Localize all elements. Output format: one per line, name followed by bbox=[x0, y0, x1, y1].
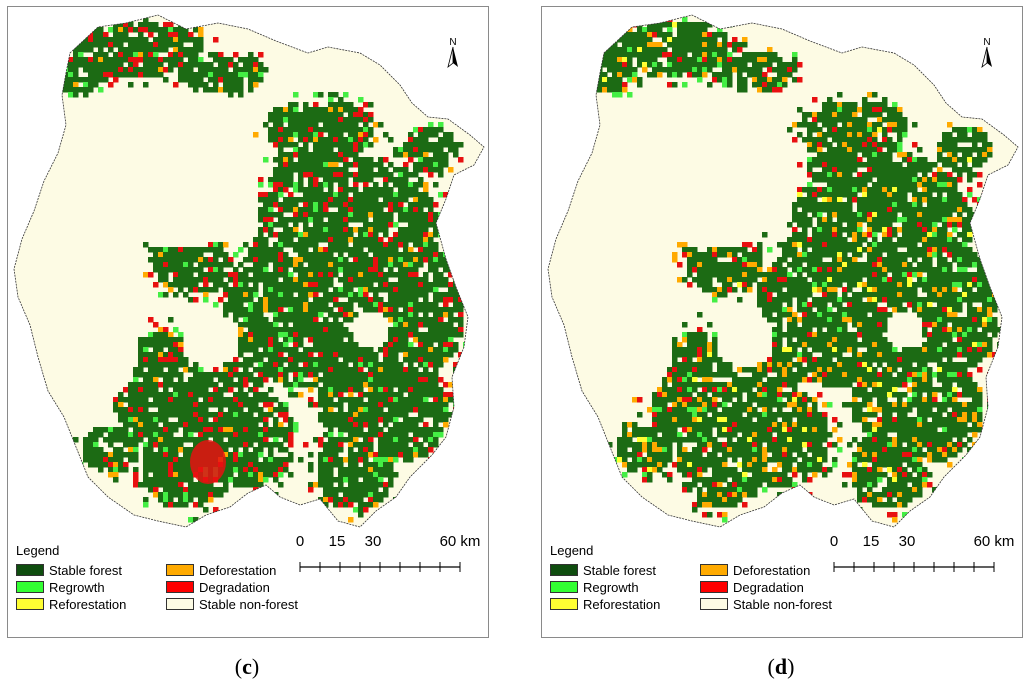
legend-label: Stable forest bbox=[583, 563, 656, 578]
scale-label: 0 bbox=[295, 533, 305, 550]
caption-d: (d) bbox=[767, 654, 795, 679]
legend-label: Reforestation bbox=[49, 597, 127, 612]
north-letter: N bbox=[983, 37, 991, 48]
north-arrow-icon: N bbox=[444, 37, 462, 77]
land-cover-raster bbox=[18, 15, 479, 523]
legend: Legend Stable forest Deforestation Regro… bbox=[16, 543, 316, 623]
legend-label: Deforestation bbox=[199, 563, 277, 578]
degradation-hotspot bbox=[190, 440, 226, 484]
legend-label: Regrowth bbox=[49, 580, 105, 595]
scale-label: 60 km bbox=[439, 533, 481, 550]
legend-swatch bbox=[166, 598, 194, 610]
legend: Legend Stable forest Deforestation Regro… bbox=[550, 543, 850, 623]
legend-label: Stable non-forest bbox=[733, 597, 833, 612]
scale-ticks bbox=[833, 562, 995, 572]
north-arrow-icon: N bbox=[978, 37, 996, 77]
scale-bar: 0 15 30 60 km bbox=[828, 533, 1014, 577]
scale-label: 15 bbox=[328, 533, 346, 550]
legend-swatch bbox=[700, 581, 728, 593]
study-area-boundary bbox=[13, 14, 485, 528]
scale-label: 30 bbox=[364, 533, 382, 550]
legend-swatch bbox=[550, 581, 578, 593]
study-area-boundary bbox=[547, 14, 1019, 528]
legend-label: Regrowth bbox=[583, 580, 639, 595]
legend-swatch bbox=[550, 564, 578, 576]
scale-bar: 0 15 30 60 km bbox=[294, 533, 480, 577]
caption-c: (c) bbox=[234, 654, 260, 679]
land-cover-map bbox=[13, 14, 485, 528]
scale-label: 15 bbox=[862, 533, 880, 550]
scale-label: 0 bbox=[829, 533, 839, 550]
north-letter: N bbox=[449, 37, 457, 48]
scale-label: 60 km bbox=[973, 533, 1015, 550]
legend-swatch bbox=[16, 564, 44, 576]
legend-swatch bbox=[166, 564, 194, 576]
legend-swatch bbox=[16, 598, 44, 610]
legend-label: Stable non-forest bbox=[199, 597, 299, 612]
scale-label: 30 bbox=[898, 533, 916, 550]
legend-label: Deforestation bbox=[733, 563, 811, 578]
map-panel-c: N Legend Stable forest Deforestation Reg… bbox=[7, 6, 489, 638]
land-cover-map bbox=[547, 14, 1019, 528]
legend-title: Legend bbox=[16, 543, 60, 558]
legend-swatch bbox=[166, 581, 194, 593]
legend-label: Reforestation bbox=[583, 597, 661, 612]
map-panel-d: N Legend Stable forest Deforestation Reg… bbox=[541, 6, 1023, 638]
legend-label: Degradation bbox=[199, 580, 270, 595]
scale-ticks bbox=[299, 562, 461, 572]
legend-swatch bbox=[700, 564, 728, 576]
land-cover-raster bbox=[552, 15, 1013, 523]
legend-title: Legend bbox=[550, 543, 594, 558]
legend-swatch bbox=[700, 598, 728, 610]
legend-swatch bbox=[550, 598, 578, 610]
legend-swatch bbox=[16, 581, 44, 593]
legend-label: Degradation bbox=[733, 580, 804, 595]
legend-label: Stable forest bbox=[49, 563, 122, 578]
